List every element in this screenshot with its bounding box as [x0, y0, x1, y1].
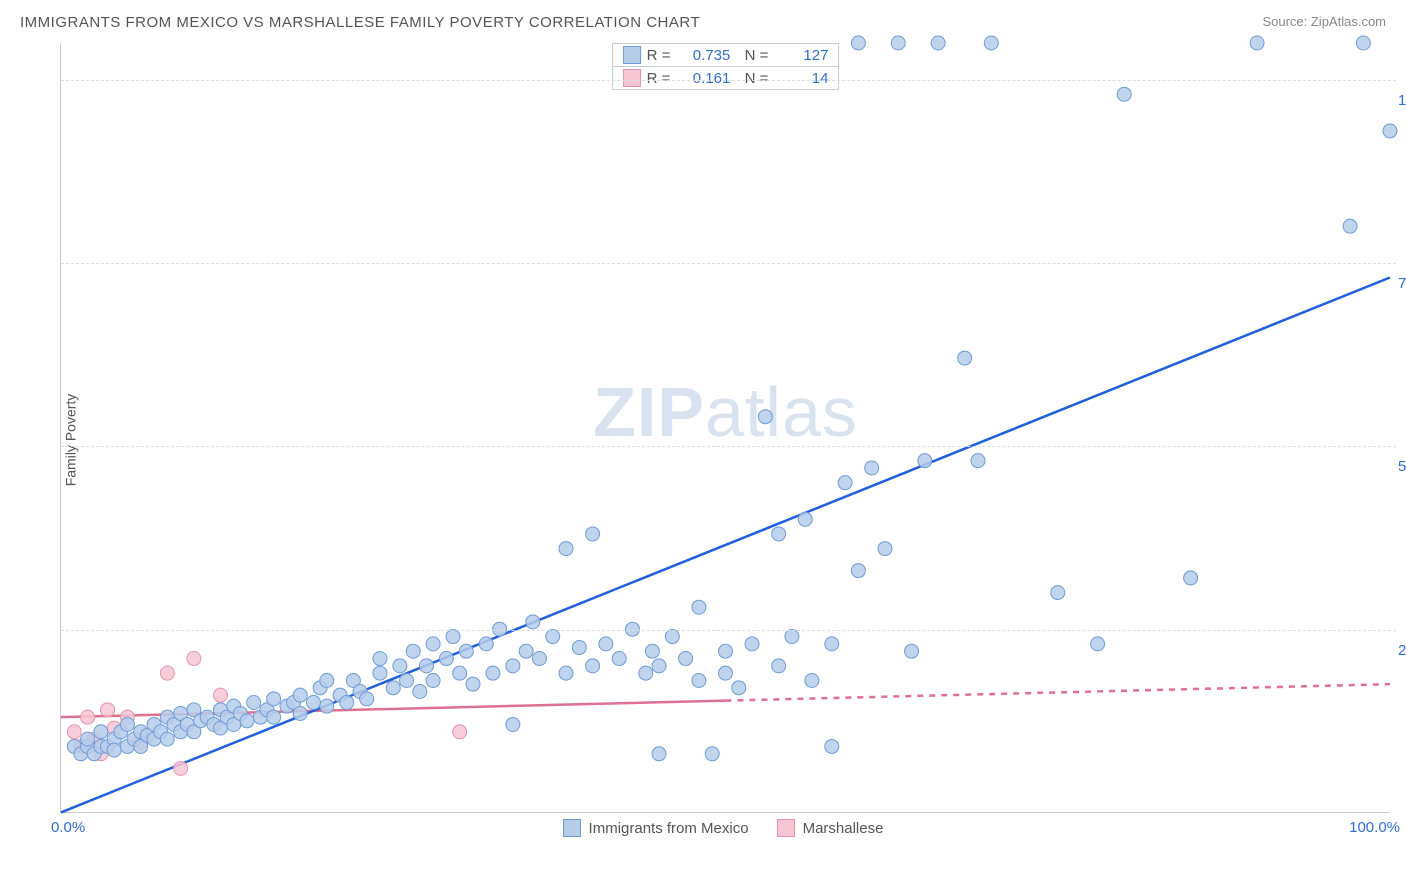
- n-value-marshallese: 14: [774, 70, 828, 87]
- y-tick-label: 25.0%: [1398, 642, 1406, 659]
- bottom-legend: Immigrants from Mexico Marshallese: [60, 819, 1386, 837]
- gridline: [61, 630, 1396, 631]
- y-tick-label: 75.0%: [1398, 275, 1406, 292]
- chart-area: Family Poverty ZIPatlas R = 0.735 N = 12…: [60, 43, 1386, 837]
- swatch-marshallese: [623, 69, 641, 87]
- gridline: [61, 446, 1396, 447]
- swatch-marshallese: [777, 819, 795, 837]
- gridline: [61, 263, 1396, 264]
- swatch-mexico: [563, 819, 581, 837]
- x-tick-min: 0.0%: [51, 819, 85, 836]
- legend-item-marshallese: Marshallese: [777, 819, 884, 837]
- chart-title: IMMIGRANTS FROM MEXICO VS MARSHALLESE FA…: [20, 14, 700, 31]
- legend-label-mexico: Immigrants from Mexico: [589, 820, 749, 837]
- r-value-marshallese: 0.161: [676, 70, 730, 87]
- stats-row-mexico: R = 0.735 N = 127: [613, 44, 839, 67]
- plot-svg: [61, 43, 1390, 812]
- stats-legend: R = 0.735 N = 127 R = 0.161 N = 14: [612, 43, 840, 90]
- plot: ZIPatlas R = 0.735 N = 127 R = 0.161 N =…: [60, 43, 1390, 813]
- n-label: N =: [736, 70, 768, 87]
- gridline: [61, 80, 1396, 81]
- legend-item-mexico: Immigrants from Mexico: [563, 819, 749, 837]
- r-label: R =: [647, 47, 671, 64]
- legend-label-marshallese: Marshallese: [803, 820, 884, 837]
- r-label: R =: [647, 70, 671, 87]
- n-label: N =: [736, 47, 768, 64]
- r-value-mexico: 0.735: [676, 47, 730, 64]
- y-tick-label: 100.0%: [1398, 92, 1406, 109]
- source-label: Source: ZipAtlas.com: [1262, 14, 1386, 29]
- y-tick-label: 50.0%: [1398, 458, 1406, 475]
- stats-row-marshallese: R = 0.161 N = 14: [613, 67, 839, 89]
- swatch-mexico: [623, 46, 641, 64]
- n-value-mexico: 127: [774, 47, 828, 64]
- x-tick-max: 100.0%: [1349, 819, 1400, 836]
